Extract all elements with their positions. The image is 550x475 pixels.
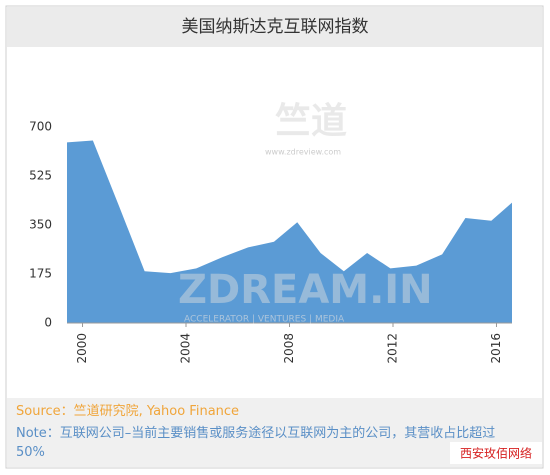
x-tick-label: 2008	[282, 333, 296, 364]
y-tick-label: 175	[29, 267, 52, 281]
area	[67, 140, 512, 323]
watermark: ZDREAM.IN	[178, 267, 433, 313]
y-tick-label: 0	[44, 316, 52, 330]
note: Note：互联网公司–当前主要销售或服务途径以互联网为主的公司，其营收占比超过5…	[16, 426, 496, 460]
plot: 0 175 350 525 700 2000 2004 2008 2012 2016	[29, 120, 512, 364]
watermark: 西安玫佰网络	[460, 446, 532, 461]
y-tick-label: 525	[29, 169, 52, 183]
watermark-bg	[450, 442, 542, 464]
title-band	[7, 7, 542, 47]
y-tick-label: 350	[29, 218, 52, 232]
x-tick-label: 2016	[489, 333, 503, 364]
x-tick-label: 2004	[179, 333, 193, 364]
source: Source：竺道研究院, Yahoo Finance	[16, 404, 240, 419]
x-tick-label: 2000	[75, 333, 89, 364]
x-tick-label: 2012	[385, 333, 399, 364]
watermark: ACCELERATOR | VENTURES | MEDIA	[184, 315, 345, 325]
watermark: www.zdreview.com	[265, 148, 341, 157]
watermark: 竺道	[275, 101, 347, 142]
y-tick-label: 700	[29, 120, 52, 134]
chart-title: 美国纳斯达克互联网指数	[182, 17, 369, 37]
